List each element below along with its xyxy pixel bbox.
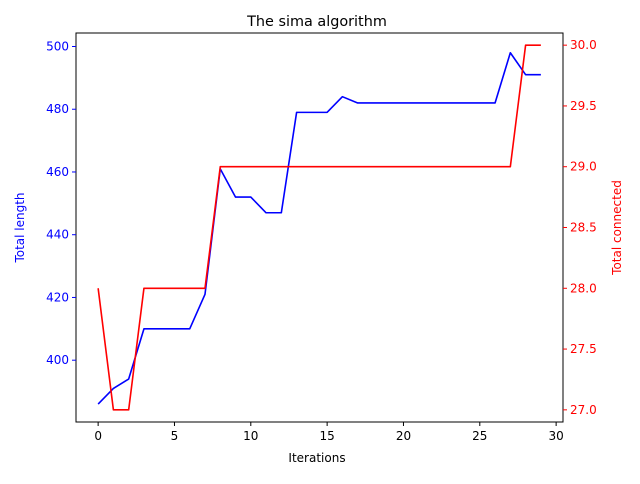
- chart-title: The sima algorithm: [246, 14, 387, 30]
- y-right-tick-label: 27.5: [570, 342, 597, 356]
- series-layer: [97, 44, 541, 411]
- y-right-tick-label: 28.0: [570, 281, 597, 295]
- y-left-tick-label: 460: [46, 165, 69, 179]
- x-tick-label: 30: [548, 429, 563, 443]
- y-left-tick-label: 480: [46, 102, 69, 116]
- series-line-total-length: [97, 51, 541, 405]
- series-line-total-connected: [97, 44, 541, 411]
- y-right-tick-label: 27.0: [570, 403, 597, 417]
- y-axis-label-left: Total length: [13, 192, 27, 263]
- x-tick-label: 15: [319, 429, 334, 443]
- y-right-tick-label: 29.0: [570, 160, 597, 174]
- y-left-tick-label: 440: [46, 228, 69, 242]
- y-left-tick-label: 500: [46, 39, 69, 53]
- y-right-tick-label: 29.5: [570, 99, 597, 113]
- x-tick-label: 20: [396, 429, 411, 443]
- x-tick-label: 0: [94, 429, 102, 443]
- x-tick-label: 10: [243, 429, 258, 443]
- x-tick-label: 5: [171, 429, 179, 443]
- y-right-tick-label: 30.0: [570, 38, 597, 52]
- axes-layer: 0 5 10 15 20 25 30 400 420 440 460 480 500 27.0 27.5 28…: [46, 32, 597, 443]
- y-axis-label-right: Total connected: [610, 180, 624, 276]
- y-left-tick-label: 400: [46, 353, 69, 367]
- y-left-tick-label: 420: [46, 290, 69, 304]
- y-right-tick-label: 28.5: [570, 221, 597, 235]
- x-tick-label: 25: [472, 429, 487, 443]
- x-axis-label: Iterations: [288, 451, 345, 465]
